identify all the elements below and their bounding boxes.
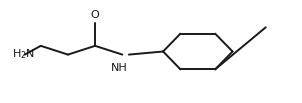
Text: H$_2$N: H$_2$N <box>12 48 35 61</box>
Text: NH: NH <box>111 63 128 73</box>
Text: O: O <box>91 10 99 20</box>
